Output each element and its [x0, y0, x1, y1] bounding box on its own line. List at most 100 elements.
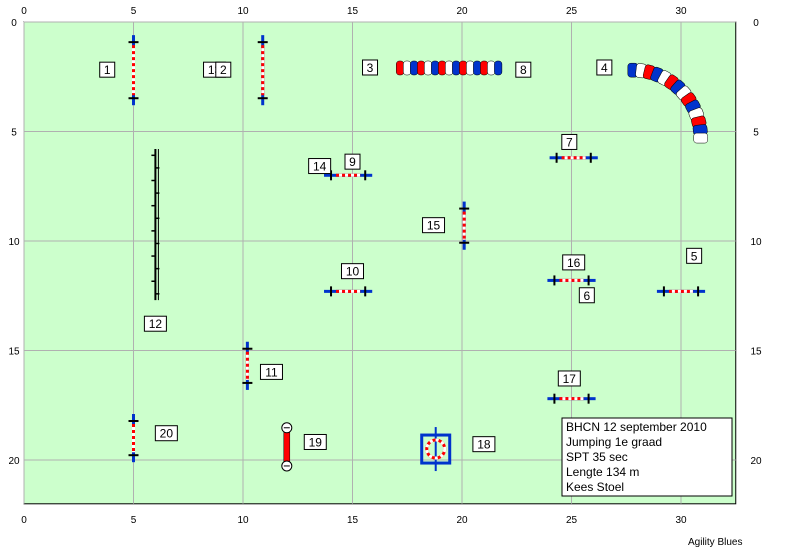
obstacle-20	[128, 414, 139, 463]
y-tick-left: 15	[8, 347, 20, 358]
jump-wing	[587, 275, 590, 286]
label-number: 14	[313, 160, 327, 174]
obstacle-2	[257, 35, 268, 106]
tire-frame	[420, 433, 452, 465]
label-7: 7	[561, 133, 578, 150]
x-tick-bottom: 10	[237, 515, 249, 526]
label-1: 1	[99, 61, 116, 78]
label-number: 18	[477, 438, 491, 452]
y-tick-right: 5	[753, 128, 759, 139]
label-box	[562, 254, 586, 271]
y-tick-right: 10	[750, 237, 762, 248]
obstacle-7	[549, 152, 598, 163]
jump-wing	[459, 241, 470, 244]
obstacle-19	[281, 422, 293, 472]
label-box	[99, 61, 116, 78]
jump-wing	[553, 393, 556, 404]
label-number: 15	[427, 219, 441, 233]
jump-wing	[662, 286, 665, 297]
tunnel-segment	[410, 60, 419, 76]
info-class: Jumping 1e graad	[566, 435, 662, 449]
tunnel-segment	[452, 60, 461, 76]
label-number: 16	[567, 256, 581, 270]
jump-wing	[128, 420, 139, 423]
label-15: 15	[422, 217, 446, 234]
label-box	[578, 287, 595, 304]
x-tick-top: 20	[456, 6, 468, 17]
x-tick-bottom: 5	[131, 515, 137, 526]
label-box	[154, 425, 178, 442]
label-box	[561, 133, 578, 150]
obstacle-11	[242, 341, 253, 390]
obstacles-layer	[128, 35, 708, 472]
obstacle-10	[324, 286, 373, 297]
jump-wing	[697, 286, 700, 297]
x-tick-bottom: 25	[566, 515, 578, 526]
jump-wing	[242, 381, 253, 384]
label-3: 3	[362, 59, 379, 76]
jump-wing	[330, 286, 333, 297]
label-number: 2	[220, 63, 227, 77]
x-tick-top: 0	[21, 6, 27, 17]
obstacle-3	[396, 60, 503, 76]
label-number: 7	[566, 135, 573, 149]
tunnel-segment	[494, 60, 503, 76]
label-14: 14	[308, 158, 332, 175]
label-16: 16	[562, 254, 586, 271]
label-box	[344, 153, 361, 170]
label-19: 19	[303, 433, 327, 450]
info-spt: SPT 35 sec	[566, 450, 628, 464]
jump-wing	[553, 275, 556, 286]
table-board	[283, 428, 291, 466]
label-box	[303, 433, 327, 450]
tunnel-segment	[438, 60, 447, 76]
jump-wing	[587, 393, 590, 404]
info-box-frame	[561, 417, 733, 497]
label-number: 12	[149, 317, 163, 331]
label-box	[308, 158, 332, 175]
label-2: 2	[215, 61, 232, 78]
jump-wing	[555, 152, 558, 163]
tunnel-segment	[403, 60, 412, 76]
obstacle-9	[324, 170, 373, 181]
info-event: BHCN 12 september 2010	[566, 420, 707, 434]
jump-wing	[330, 170, 333, 181]
tunnel-segment	[424, 60, 433, 76]
label-number: 20	[160, 427, 174, 441]
course-info-box: BHCN 12 september 2010 Jumping 1e graad …	[561, 417, 733, 497]
jump-wing	[242, 347, 253, 350]
obstacle-18	[420, 427, 452, 472]
jump-wing	[257, 41, 268, 44]
tunnel-segment	[459, 60, 468, 76]
info-judge: Kees Stoel	[566, 480, 624, 494]
tunnel-segment	[466, 60, 475, 76]
x-tick-top: 5	[131, 6, 137, 17]
obstacle-1	[128, 35, 139, 106]
tunnel-segment	[417, 60, 426, 76]
label-number: 3	[367, 61, 374, 75]
jump-wing	[257, 97, 268, 100]
label-17: 17	[557, 370, 581, 387]
x-tick-bottom: 30	[675, 515, 687, 526]
tire-ring-stripes	[425, 438, 447, 460]
y-tick-right: 0	[753, 18, 759, 29]
obstacle-17	[547, 393, 596, 404]
x-tick-bottom: 0	[21, 515, 27, 526]
label-box	[557, 370, 581, 387]
label-box	[515, 61, 532, 78]
obstacle-5	[656, 286, 706, 297]
label-number: 5	[691, 249, 698, 263]
label-number: 6	[583, 289, 590, 303]
label-box	[596, 59, 613, 76]
label-box	[259, 363, 283, 380]
label-18: 18	[472, 436, 496, 453]
label-number: 17	[563, 372, 577, 386]
x-tick-top: 25	[566, 6, 578, 17]
x-tick-bottom: 15	[347, 515, 359, 526]
label-11: 11	[259, 363, 283, 380]
tunnel-segment	[445, 60, 454, 76]
obstacle-15	[459, 201, 470, 250]
jump-wing	[128, 97, 139, 100]
